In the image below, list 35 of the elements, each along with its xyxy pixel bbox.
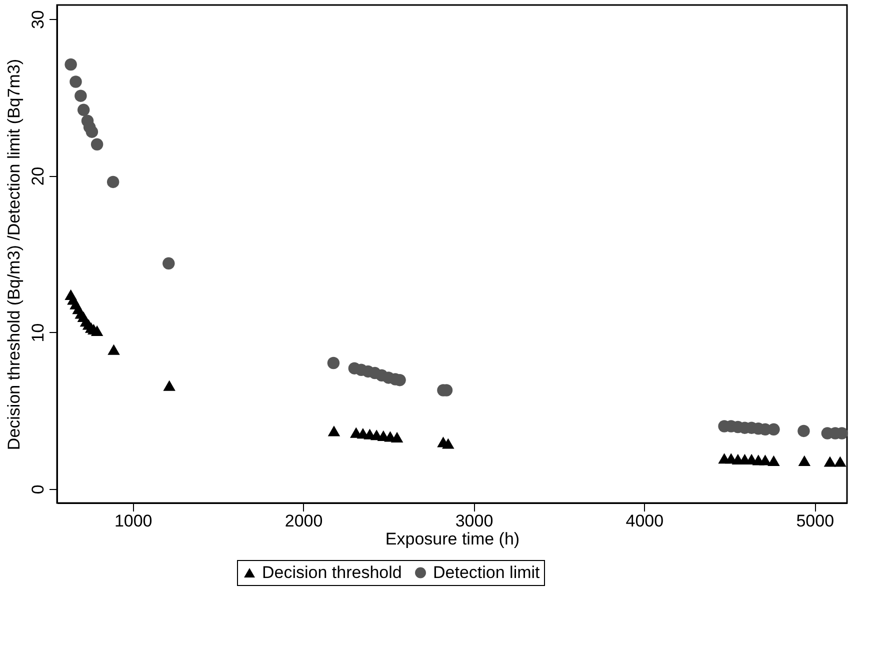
x-tick-label: 5000 (796, 512, 834, 530)
point (86, 126, 98, 138)
point (798, 455, 811, 466)
point (328, 426, 340, 436)
point (759, 454, 772, 466)
x-tick-label: 2000 (284, 512, 323, 530)
point (90, 138, 104, 150)
point (442, 438, 454, 449)
point (70, 76, 82, 88)
point (108, 344, 120, 355)
point (768, 455, 780, 466)
y-tick-label: 30 (28, 10, 48, 30)
y-axis-title: Decision threshold (Bq/m3) /Detection limit (Bq7m3) (4, 58, 24, 450)
x-tick-label: 3000 (455, 512, 494, 530)
point (798, 424, 810, 438)
point (162, 257, 175, 270)
point (64, 58, 77, 71)
point (106, 176, 120, 188)
y-tick-label: 10 (28, 323, 48, 342)
point (390, 432, 404, 443)
x-tick-label: 1000 (114, 512, 152, 530)
legend-label: Detection limit (433, 562, 540, 582)
legend-label: Decision threshold (262, 562, 402, 582)
point (74, 90, 87, 102)
x-tick-label: 4000 (626, 512, 664, 530)
point (163, 380, 176, 391)
x-axis-title: Exposure time (h) (385, 530, 520, 548)
point (768, 423, 780, 436)
point (90, 325, 104, 336)
y-tick-label: 20 (28, 166, 48, 186)
y-tick-label: 0 (28, 484, 48, 494)
point (834, 456, 846, 467)
point (77, 104, 90, 116)
point (824, 456, 836, 467)
point (327, 356, 340, 370)
